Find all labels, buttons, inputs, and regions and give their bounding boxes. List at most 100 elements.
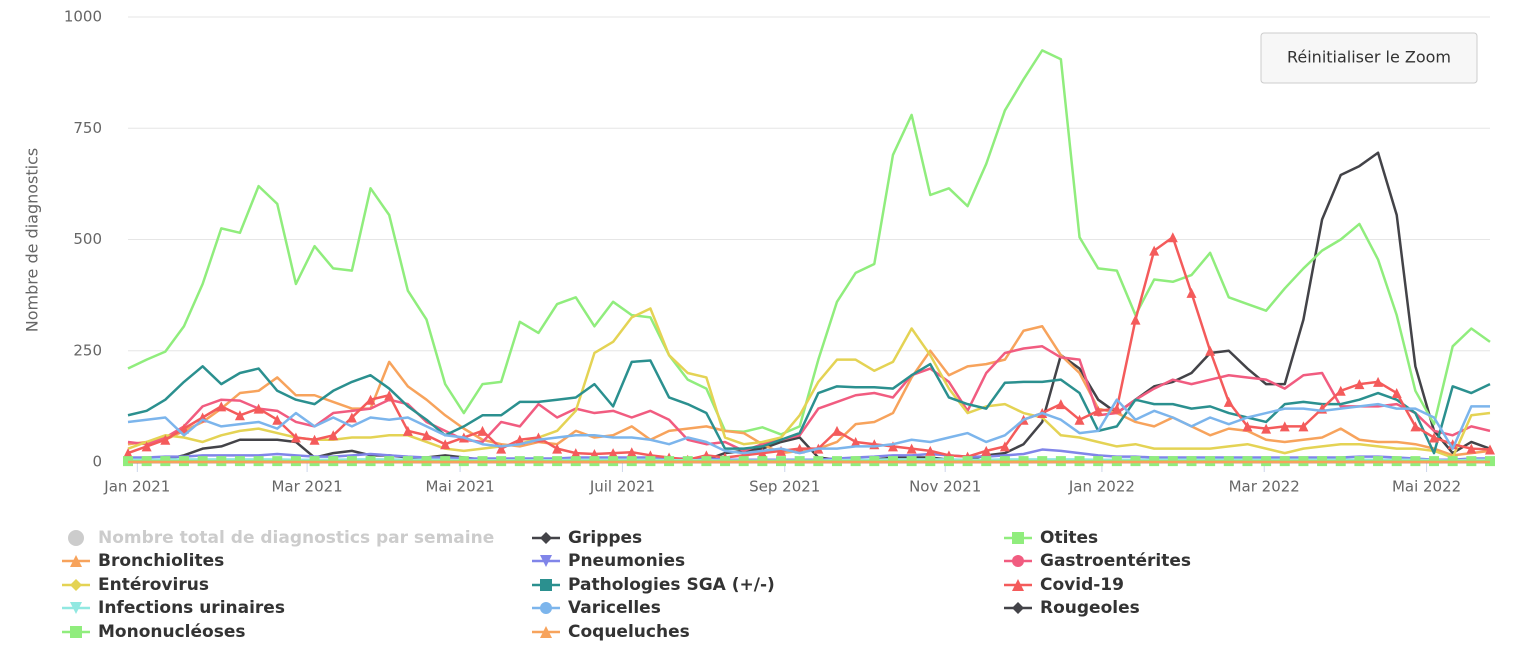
- legend-symbol: [540, 602, 552, 614]
- series: [123, 232, 1495, 465]
- x-tick-label: Nov 2021: [909, 478, 981, 496]
- point-marker: [234, 410, 245, 421]
- point-marker: [1298, 421, 1309, 432]
- point-marker: [1429, 432, 1440, 443]
- x-tick-label: Jan 2022: [1068, 478, 1135, 496]
- legend-label: Gastroentérites: [1040, 551, 1191, 571]
- legend-item[interactable]: Entérovirus: [62, 575, 209, 595]
- point-marker: [1205, 345, 1216, 356]
- legend-item[interactable]: Covid-19: [1004, 575, 1124, 595]
- series-line: [127, 307, 1491, 459]
- y-axis-label: Nombre de diagnostics: [23, 148, 42, 332]
- series: [127, 398, 1490, 455]
- point-marker: [1130, 314, 1141, 325]
- point-marker: [1093, 405, 1104, 416]
- legend-item[interactable]: Infections urinaires: [62, 598, 285, 618]
- legend-label: Infections urinaires: [98, 598, 285, 618]
- legend-symbol: [1012, 532, 1024, 544]
- point-marker: [440, 439, 451, 450]
- point-marker: [887, 441, 898, 452]
- point-marker: [290, 432, 301, 443]
- reset-zoom-button[interactable]: Réinitialiser le Zoom: [1260, 32, 1478, 84]
- legend-label: Covid-19: [1040, 575, 1124, 595]
- legend-symbol: [1012, 555, 1024, 567]
- point-marker: [776, 445, 787, 456]
- point-marker: [496, 443, 507, 454]
- point-marker: [1410, 421, 1421, 432]
- legend-item[interactable]: Mononucléoses: [62, 622, 245, 642]
- point-marker: [514, 434, 525, 445]
- legend-symbol: [1012, 579, 1024, 591]
- legend-item[interactable]: Nombre total de diagnostics par semaine: [68, 528, 494, 548]
- point-marker: [1167, 232, 1178, 243]
- point-marker: [1242, 421, 1253, 432]
- point-marker: [384, 390, 395, 401]
- legend-symbol: [540, 532, 552, 544]
- legend-symbol: [70, 602, 82, 614]
- legend-item[interactable]: Coqueluches: [532, 622, 690, 642]
- legend-label: Grippes: [568, 528, 642, 548]
- legend-item[interactable]: Gastroentérites: [1004, 551, 1191, 571]
- point-marker: [253, 403, 264, 414]
- point-marker: [328, 430, 339, 441]
- legend-item[interactable]: Pathologies SGA (+/-): [532, 575, 775, 595]
- series-line: [127, 398, 1490, 455]
- x-tick-label: Mai 2022: [1392, 478, 1461, 496]
- point-marker: [402, 425, 413, 436]
- point-marker: [906, 443, 917, 454]
- point-marker: [272, 414, 283, 425]
- point-marker: [794, 443, 805, 454]
- point-marker: [1111, 403, 1122, 414]
- y-tick-label: 250: [73, 341, 102, 359]
- point-marker: [421, 430, 432, 441]
- legend-item[interactable]: Bronchiolites: [62, 551, 224, 571]
- x-tick-label: Mar 2022: [1229, 478, 1300, 496]
- point-marker: [216, 401, 227, 412]
- legend-label: Mononucléoses: [98, 622, 245, 642]
- point-marker: [1279, 421, 1290, 432]
- legend-item[interactable]: Otites: [1004, 528, 1098, 548]
- y-tick-label: 500: [73, 230, 102, 248]
- point-marker: [1055, 399, 1066, 410]
- point-marker: [123, 448, 133, 459]
- point-marker: [1074, 414, 1085, 425]
- x-tick-label: Juil 2021: [589, 478, 655, 496]
- point-marker: [178, 423, 189, 434]
- legend-symbol: [540, 579, 552, 591]
- point-marker: [1335, 385, 1346, 396]
- point-marker: [141, 441, 152, 452]
- legend-label: Rougeoles: [1040, 598, 1140, 618]
- x-tick-label: Sep 2021: [749, 478, 820, 496]
- point-marker: [850, 436, 861, 447]
- series-line: [127, 345, 1491, 453]
- series-line: [127, 49, 1491, 436]
- point-marker: [1186, 287, 1197, 298]
- button-bg[interactable]: [1260, 32, 1478, 84]
- y-tick-label: 0: [92, 453, 102, 471]
- legend-label: Coqueluches: [568, 622, 690, 642]
- button-label[interactable]: Réinitialiser le Zoom: [1287, 48, 1451, 67]
- y-tick-label: 1000: [64, 8, 102, 26]
- x-tick-label: Mai 2021: [425, 478, 494, 496]
- legend-item[interactable]: Varicelles: [532, 598, 661, 618]
- y-tick-label: 750: [73, 119, 102, 137]
- legend-item[interactable]: Rougeoles: [1004, 598, 1140, 618]
- point-marker: [160, 434, 171, 445]
- point-marker: [608, 448, 619, 459]
- legend-symbol: [68, 530, 84, 546]
- series-line: [127, 236, 1491, 462]
- legend-label: Otites: [1040, 528, 1098, 548]
- legend-label: Entérovirus: [98, 575, 209, 595]
- point-marker: [999, 441, 1010, 452]
- point-marker: [1261, 423, 1272, 434]
- point-marker: [831, 425, 842, 436]
- legend-item[interactable]: Pneumonies: [532, 551, 685, 571]
- series: [127, 345, 1491, 453]
- legend-symbol: [540, 555, 552, 567]
- legend-label: Varicelles: [568, 598, 661, 618]
- legend-symbol: [1012, 602, 1024, 614]
- point-marker: [757, 448, 768, 459]
- legend-item[interactable]: Grippes: [532, 528, 642, 548]
- legend-symbol: [70, 555, 82, 567]
- x-tick-label: Jan 2021: [103, 478, 170, 496]
